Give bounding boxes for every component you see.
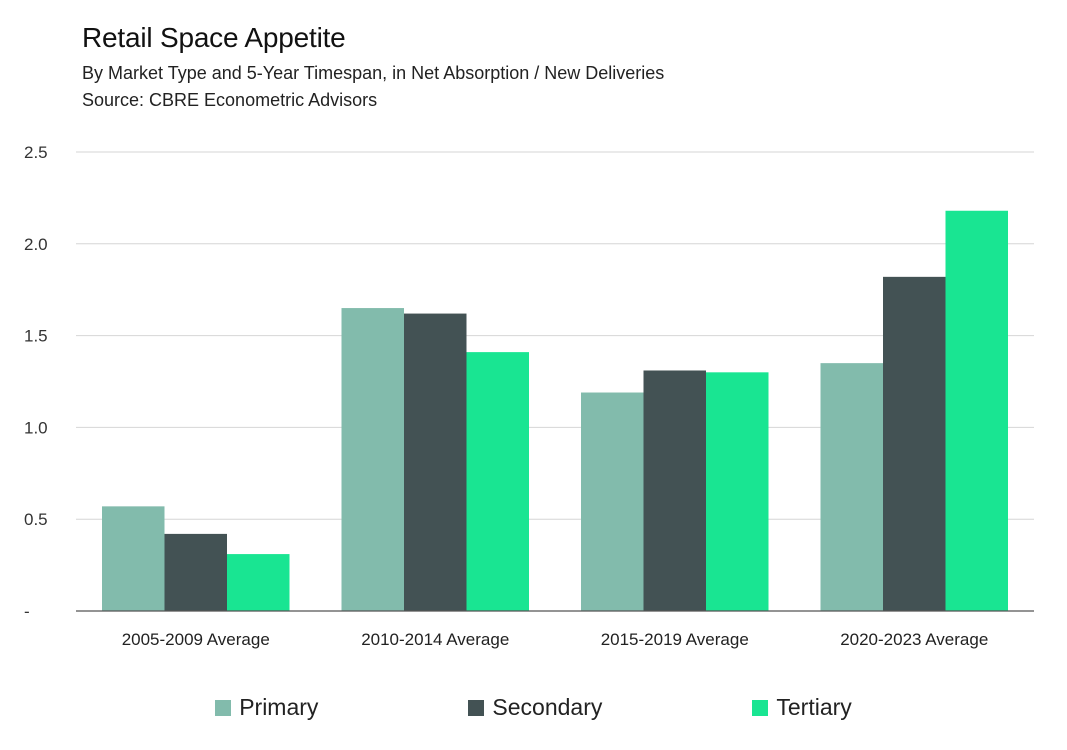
y-tick-label-0: - — [24, 602, 30, 621]
y-tick-label-1: 0.5 — [24, 510, 48, 529]
bar-primary-0 — [102, 506, 165, 611]
legend-swatch-secondary — [468, 699, 485, 716]
x-category-label-1: 2010-2014 Average — [361, 630, 509, 649]
chart-header: Retail Space Appetite By Market Type and… — [82, 22, 664, 114]
bar-secondary-0 — [164, 533, 227, 611]
legend-swatch-primary — [215, 699, 232, 716]
bar-secondary-2 — [643, 370, 706, 611]
bar-tertiary-2 — [706, 372, 769, 611]
bar-secondary-3 — [883, 276, 946, 611]
bar-primary-2 — [581, 392, 644, 611]
legend-item-primary: Primary — [215, 694, 318, 721]
legend-item-tertiary: Tertiary — [752, 694, 852, 721]
axis-layer: - 0.5 1.0 1.5 2.0 2.5 2005-2009 Average 2010-20… — [24, 143, 1034, 649]
bar-primary-1 — [341, 308, 404, 611]
grid-layer — [76, 151, 1034, 520]
x-category-label-2: 2015-2019 Average — [601, 630, 749, 649]
legend-item-secondary: Secondary — [468, 694, 602, 721]
x-category-label-3: 2020-2023 Average — [840, 630, 988, 649]
chart-legend: Primary Secondary Tertiary — [0, 694, 1067, 721]
y-tick-label-2: 1.0 — [24, 418, 48, 437]
y-tick-label-3: 1.5 — [24, 327, 48, 346]
bar-tertiary-0 — [227, 554, 290, 611]
chart-subtitle: By Market Type and 5-Year Timespan, in N… — [82, 63, 665, 83]
x-category-label-0: 2005-2009 Average — [122, 630, 270, 649]
bar-chart: - 0.5 1.0 1.5 2.0 2.5 2005-2009 Average 2010-20… — [24, 143, 1034, 649]
bar-secondary-1 — [404, 313, 467, 611]
bar-tertiary-1 — [466, 352, 529, 611]
chart-source: Source: CBRE Econometric Advisors — [82, 90, 378, 110]
bar-primary-3 — [820, 363, 883, 611]
legend-swatch-tertiary — [752, 699, 769, 716]
bar-tertiary-3 — [945, 210, 1008, 611]
legend-label-tertiary: Tertiary — [776, 694, 852, 720]
legend-label-secondary: Secondary — [492, 694, 603, 720]
bar-layer — [102, 210, 1008, 611]
y-tick-label-5: 2.5 — [24, 143, 48, 162]
y-tick-label-4: 2.0 — [24, 235, 48, 254]
chart-title: Retail Space Appetite — [82, 22, 346, 53]
legend-label-primary: Primary — [239, 694, 319, 720]
